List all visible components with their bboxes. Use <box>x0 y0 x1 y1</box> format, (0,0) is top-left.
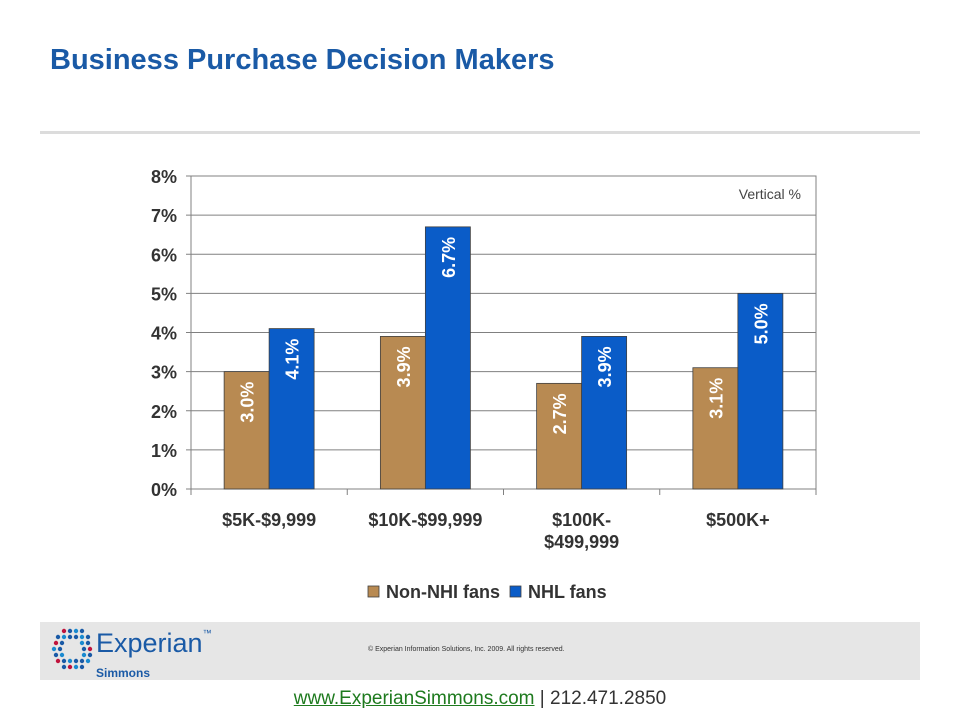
bar <box>536 382 583 490</box>
x-tick-label: $10K-$99,999 <box>368 510 482 530</box>
legend-label: Non-NHI fans <box>386 582 500 602</box>
bar <box>379 336 426 490</box>
title-divider <box>40 131 920 134</box>
bar <box>692 367 739 490</box>
website-link[interactable]: www.ExperianSimmons.com <box>293 688 535 709</box>
y-tick-label: 6% <box>151 245 177 265</box>
experian-logo-icon <box>51 628 93 670</box>
x-tick-label: $5K-$9,999 <box>222 510 316 530</box>
data-label: 5.0% <box>751 303 771 344</box>
y-tick-label: 7% <box>151 206 177 226</box>
contact-line: www.ExperianSimmons.com | 212.471.2850 <box>0 688 960 710</box>
data-label: 4.1% <box>283 339 303 380</box>
data-label: 6.7% <box>439 237 459 278</box>
x-tick-label: $499,999 <box>544 532 619 552</box>
logo-wordmark: Experian™ <box>96 628 212 658</box>
data-label: 3.1% <box>706 378 726 419</box>
bar <box>223 371 270 490</box>
footer-band <box>40 622 920 680</box>
legend-swatch <box>509 585 522 598</box>
y-tick-label: 8% <box>151 167 177 187</box>
data-label: 3.0% <box>238 382 258 423</box>
x-tick-label: $500K+ <box>706 510 770 530</box>
chart-annotation: Vertical % <box>739 186 801 202</box>
bar <box>424 226 471 490</box>
y-tick-label: 1% <box>151 441 177 461</box>
y-tick-label: 2% <box>151 402 177 422</box>
bar <box>581 336 628 490</box>
legend-label: NHL fans <box>528 582 607 602</box>
copyright-text: © Experian Information Solutions, Inc. 2… <box>368 646 565 653</box>
legend-swatch <box>367 585 380 598</box>
data-label: 2.7% <box>550 393 570 434</box>
logo-subtitle: Simmons <box>96 666 151 680</box>
y-tick-label: 4% <box>151 324 177 344</box>
data-label: 3.9% <box>595 346 615 387</box>
bar-chart: 0% 1% 2% 3% 4% 5% 6% 7% 8% Vertical % 3.0% 4.1% $5K-… <box>151 167 817 602</box>
contact-separator: | <box>534 688 550 709</box>
y-tick-label: 3% <box>151 363 177 383</box>
bar <box>737 292 784 490</box>
y-tick-label: 5% <box>151 284 177 304</box>
data-label: 3.9% <box>394 346 414 387</box>
bar <box>268 328 315 490</box>
y-tick-label: 0% <box>151 480 177 500</box>
x-tick-label: $100K- <box>552 510 611 530</box>
page-title: Business Purchase Decision Makers <box>50 44 555 76</box>
phone-number: 212.471.2850 <box>550 688 667 709</box>
